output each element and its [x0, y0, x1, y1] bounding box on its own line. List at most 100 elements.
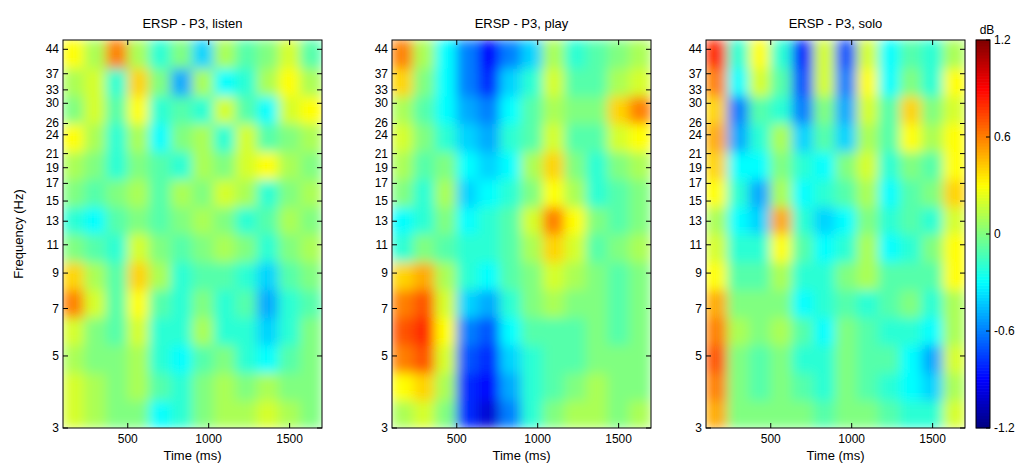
- cell: [214, 400, 237, 428]
- y-tick: [706, 273, 711, 274]
- cell: [521, 400, 544, 428]
- cell: [813, 233, 836, 262]
- y-tick-label: 37: [689, 67, 703, 81]
- cell: [413, 151, 436, 180]
- cell: [192, 261, 215, 290]
- cell: [878, 344, 901, 373]
- cell: [857, 261, 880, 290]
- cell: [300, 40, 322, 69]
- cell: [300, 261, 322, 290]
- cell: [456, 261, 479, 290]
- cell: [835, 233, 858, 262]
- cell: [586, 261, 609, 290]
- y-tick-label: 15: [46, 194, 60, 208]
- cell: [921, 317, 944, 346]
- cell: [943, 372, 965, 401]
- cell: [629, 95, 651, 124]
- cell: [878, 206, 901, 234]
- x-tick-label: 500: [447, 432, 467, 446]
- cell: [727, 123, 750, 152]
- cell: [835, 261, 858, 290]
- x-tick: [208, 40, 209, 45]
- cell: [878, 289, 901, 318]
- cell: [749, 40, 772, 69]
- cell: [499, 317, 522, 346]
- y-tick: [960, 153, 965, 154]
- cell: [607, 372, 630, 401]
- cell: [214, 206, 237, 234]
- y-tick-label: 3: [381, 421, 388, 435]
- cell: [727, 261, 750, 290]
- cell: [149, 95, 172, 124]
- cell: [413, 317, 436, 346]
- cell: [706, 68, 728, 97]
- y-tick-label: 26: [375, 116, 389, 130]
- cell: [435, 317, 458, 346]
- cell: [586, 372, 609, 401]
- y-tick: [646, 201, 651, 202]
- cell: [706, 179, 728, 207]
- cell: [607, 179, 630, 207]
- cell: [127, 123, 150, 152]
- cell: [857, 206, 880, 234]
- cell: [192, 95, 215, 124]
- y-tick-label: 13: [375, 214, 389, 228]
- cell: [392, 289, 414, 318]
- cell: [521, 233, 544, 262]
- cell: [278, 206, 301, 234]
- cell: [235, 206, 258, 234]
- cell: [435, 123, 458, 152]
- cell: [878, 233, 901, 262]
- cell: [835, 151, 858, 180]
- y-tick: [317, 355, 322, 356]
- cell: [456, 40, 479, 69]
- cell: [170, 179, 193, 207]
- cell: [300, 179, 322, 207]
- cell: [192, 40, 215, 69]
- cell: [792, 95, 815, 124]
- cell: [727, 344, 750, 373]
- cell: [300, 123, 322, 152]
- cell: [106, 372, 129, 401]
- cell: [170, 233, 193, 262]
- cell: [749, 289, 772, 318]
- y-tick: [63, 103, 68, 104]
- cell: [521, 261, 544, 290]
- y-tick: [317, 123, 322, 124]
- y-tick: [960, 428, 965, 429]
- cell: [192, 233, 215, 262]
- y-tick: [392, 89, 397, 90]
- cell: [749, 400, 772, 428]
- y-tick-label: 5: [381, 349, 388, 363]
- cell: [607, 40, 630, 69]
- cell: [84, 179, 107, 207]
- cell: [706, 95, 728, 124]
- y-tick-label: 33: [46, 83, 60, 97]
- y-tick: [392, 103, 397, 104]
- cell: [149, 400, 172, 428]
- y-tick: [63, 49, 68, 50]
- cell: [106, 233, 129, 262]
- y-tick: [646, 167, 651, 168]
- cell: [749, 206, 772, 234]
- y-tick-label: 7: [52, 302, 59, 316]
- y-tick-label: 5: [695, 349, 702, 363]
- cell: [813, 261, 836, 290]
- cell: [857, 317, 880, 346]
- cell: [235, 372, 258, 401]
- y-tick: [63, 221, 68, 222]
- cell: [586, 317, 609, 346]
- cell: [586, 40, 609, 69]
- cell: [435, 261, 458, 290]
- cell: [770, 151, 793, 180]
- cell: [257, 179, 280, 207]
- colorbar-tick: [986, 40, 990, 41]
- cell: [943, 123, 965, 152]
- frame: [392, 40, 651, 428]
- cell: [278, 317, 301, 346]
- cell: [106, 40, 129, 69]
- y-tick: [63, 167, 68, 168]
- cell: [878, 372, 901, 401]
- cell: [127, 289, 150, 318]
- y-tick: [63, 244, 68, 245]
